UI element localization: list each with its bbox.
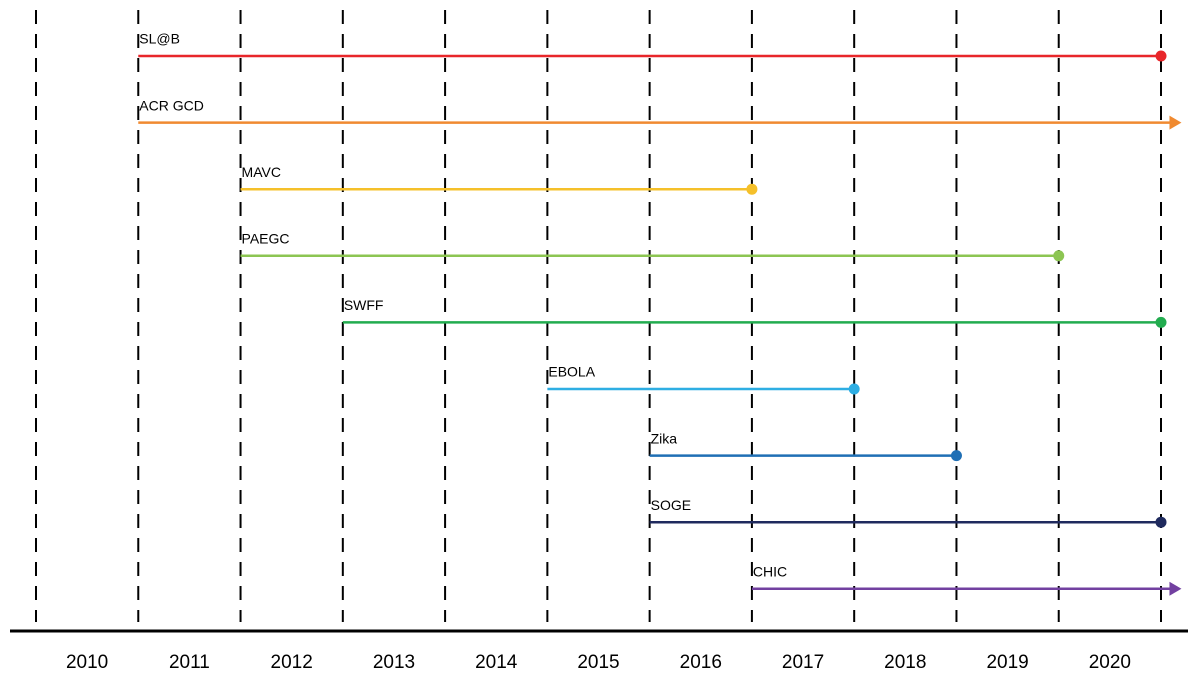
year-label: 2014 <box>475 652 518 673</box>
end-dot <box>848 383 860 395</box>
bar-label: PAEGC <box>242 231 290 247</box>
year-label: 2016 <box>680 652 722 673</box>
arrow-head <box>1169 115 1182 130</box>
year-label: 2012 <box>271 652 313 673</box>
year-label: 2015 <box>577 652 619 673</box>
year-label: 2010 <box>66 652 108 673</box>
bar-label: ACR GCD <box>139 97 204 113</box>
year-label: 2019 <box>986 652 1028 673</box>
year-label: 2017 <box>782 652 824 673</box>
bar-label: SWFF <box>344 297 384 313</box>
bar-label: SOGE <box>651 497 691 513</box>
end-dot <box>1155 50 1167 62</box>
bar-label: Zika <box>651 430 678 446</box>
end-dot <box>746 183 758 195</box>
bar-label: SL@B <box>139 31 180 47</box>
bar-label: MAVC <box>242 164 281 180</box>
end-dot <box>1155 316 1167 328</box>
bar-label: CHIC <box>753 564 787 580</box>
year-label: 2013 <box>373 652 415 673</box>
year-label: 2018 <box>884 652 926 673</box>
end-dot <box>1155 516 1167 528</box>
end-dot <box>950 450 962 462</box>
year-label: 2011 <box>169 652 210 673</box>
year-label: 2020 <box>1089 652 1131 673</box>
bar-label: EBOLA <box>548 364 595 380</box>
arrow-head <box>1169 581 1182 596</box>
end-dot <box>1053 250 1065 262</box>
